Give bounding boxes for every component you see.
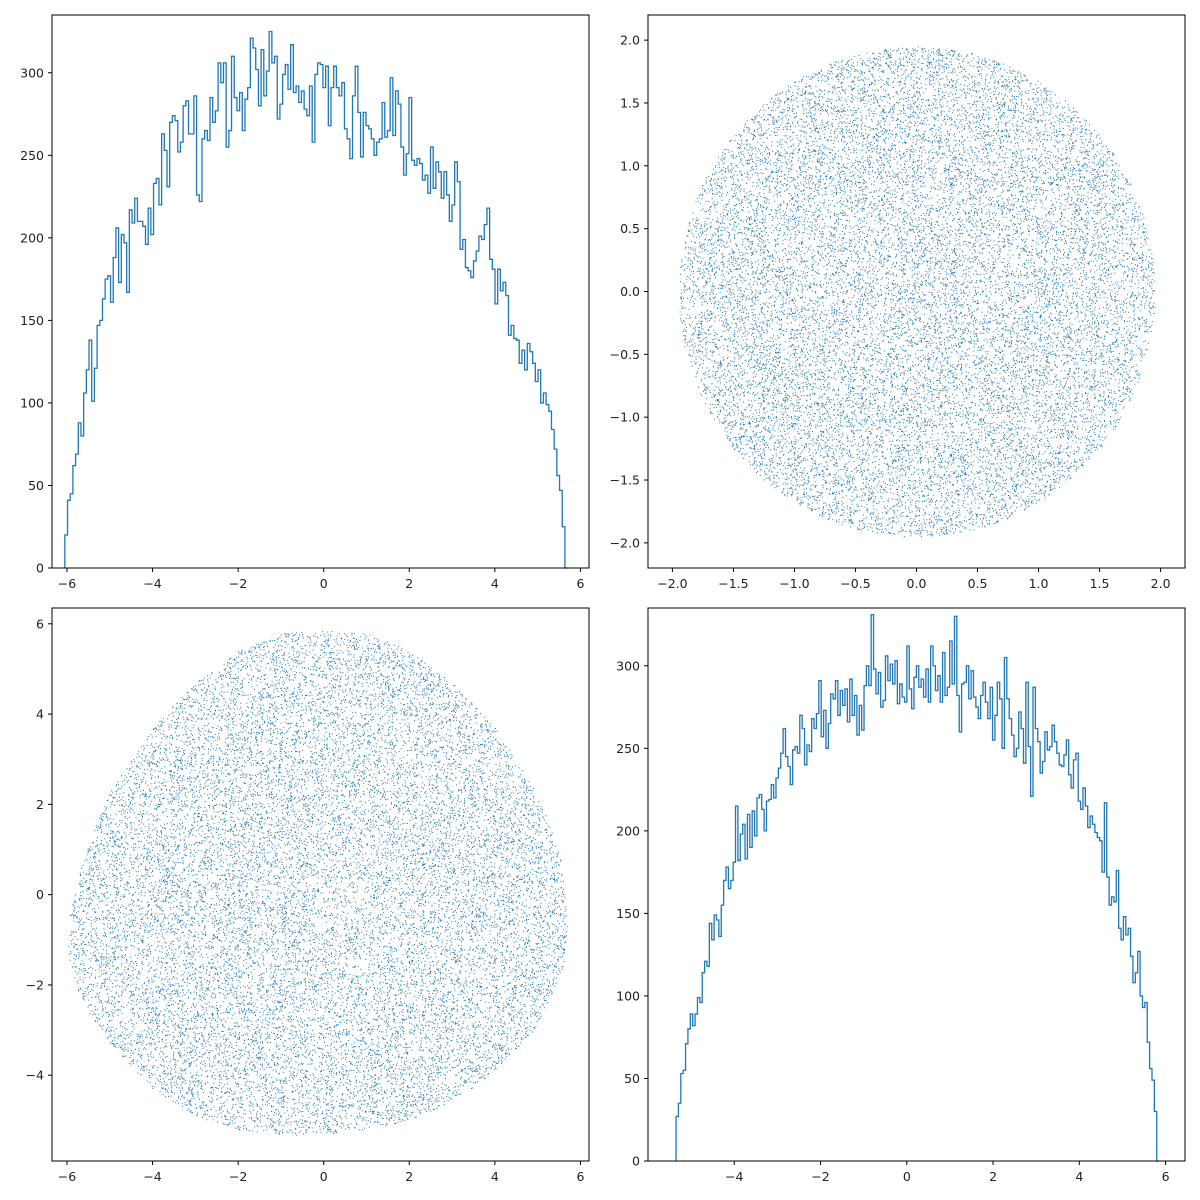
y-tick-label: −2.0 [610,535,640,550]
axes-frame [51,607,590,1162]
x-ticks: −2.0 −1.5 −1.0 −0.5 0.0 0.5 1.0 1.5 2.0 [657,568,1171,591]
y-tick-label: −1.5 [610,473,640,488]
x-tick-label: 2 [405,576,413,591]
y-tick-label: 6 [36,616,44,631]
y-tick-label: 0 [36,561,44,576]
y-tick-label: 0 [36,887,44,902]
y-tick-label: 0.0 [620,284,640,299]
y-ticks: −2.0 −1.5 −1.0 −0.5 0.0 0.5 1.0 1.5 2.0 [610,33,648,550]
x-tick-label: −4 [143,576,161,591]
x-tick-label: 4 [491,1169,499,1184]
y-tick-label: 300 [20,65,44,80]
x-tick-label: −1.0 [779,576,809,591]
y-tick-label: 2.0 [620,33,640,48]
x-tick-label: 4 [1075,1169,1083,1184]
x-tick-label: 2 [989,1169,997,1184]
x-tick-label: −0.5 [840,576,870,591]
x-tick-label: −1.5 [718,576,748,591]
y-tick-label: 200 [616,823,640,838]
x-tick-label: 2.0 [1151,576,1171,591]
panel-bottom-left-blob-scatter: −6 −4 −2 0 2 4 6 −4 −2 0 2 4 6 [26,607,590,1184]
x-tick-label: 0 [903,1169,911,1184]
y-tick-label: −1.0 [610,410,640,425]
x-tick-label: 6 [1162,1169,1170,1184]
x-ticks: −4 −2 0 2 4 6 [725,1161,1170,1184]
y-ticks: −4 −2 0 2 4 6 [26,616,52,1083]
x-tick-label: 0 [320,576,328,591]
y-ticks: 0 50 100 150 200 250 300 [20,65,52,576]
x-tick-label: 4 [491,576,499,591]
y-tick-label: 2 [36,797,44,812]
y-tick-label: 1.0 [620,158,640,173]
y-tick-label: 250 [616,741,640,756]
y-ticks: 0 50 100 150 200 250 300 [616,658,648,1169]
x-ticks: −6 −4 −2 0 2 4 6 [58,568,584,591]
x-tick-label: 6 [576,576,584,591]
y-tick-label: 250 [20,148,44,163]
x-tick-label: 0.0 [907,576,927,591]
x-tick-label: 0.5 [968,576,988,591]
panel-bottom-right-histogram: −4 −2 0 2 4 6 0 50 100 150 200 250 300 [616,607,1186,1184]
axes-frame [51,14,590,569]
histogram-step-line [675,613,1160,1162]
x-tick-label: −2 [229,576,247,591]
x-tick-label: 1.0 [1029,576,1049,591]
x-tick-label: 0 [320,1169,328,1184]
axes-frame [647,607,1186,1162]
x-tick-label: 6 [576,1169,584,1184]
y-tick-label: 150 [616,906,640,921]
x-tick-label: −6 [58,1169,76,1184]
y-tick-label: 0.5 [620,221,640,236]
y-tick-label: 4 [36,707,44,722]
x-tick-label: −4 [725,1169,743,1184]
x-tick-label: 2 [405,1169,413,1184]
scatter-points [679,46,1155,537]
x-tick-label: −6 [58,576,76,591]
y-tick-label: 1.5 [620,95,640,110]
x-tick-label: −2 [229,1169,247,1184]
y-tick-label: −0.5 [610,347,640,362]
y-tick-label: 200 [20,230,44,245]
y-tick-label: 100 [616,988,640,1003]
panel-top-right-disc-scatter: −2.0 −1.5 −1.0 −0.5 0.0 0.5 1.0 1.5 2.0 −2.0 −1.5… [610,14,1186,591]
x-ticks: −6 −4 −2 0 2 4 6 [58,1161,584,1184]
y-tick-label: 150 [20,313,44,328]
y-tick-label: −4 [26,1068,44,1083]
y-tick-label: 300 [616,658,640,673]
x-tick-label: −2.0 [657,576,687,591]
y-tick-label: 50 [624,1071,640,1086]
histogram-step-line [64,30,568,569]
y-tick-label: 100 [20,395,44,410]
y-tick-label: 0 [632,1154,640,1169]
x-tick-label: −2 [811,1169,829,1184]
x-tick-label: 1.5 [1090,576,1110,591]
y-tick-label: −2 [26,977,44,992]
panel-top-left-histogram: −6 −4 −2 0 2 4 6 0 50 100 150 200 250 300 [20,14,590,591]
y-tick-label: 50 [28,478,44,493]
x-tick-label: −4 [143,1169,161,1184]
axes-frame [647,14,1186,569]
